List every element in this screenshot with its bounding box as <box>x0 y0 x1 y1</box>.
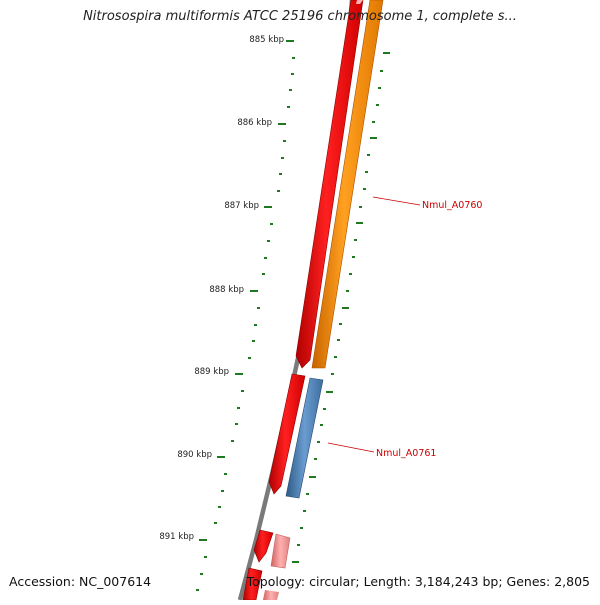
leader-line-b <box>327 442 375 453</box>
tick-label-886: 886 kbp <box>237 118 272 128</box>
leader-line-a <box>372 196 421 206</box>
cds-orange-long[interactable] <box>311 0 384 369</box>
topology-text: Topology: circular; Length: 3,184,243 bp… <box>246 574 590 589</box>
tick-label-887: 887 kbp <box>224 201 259 211</box>
tick-label-885: 885 kbp <box>249 35 284 45</box>
map-title: Nitrosospira multiformis ATCC 25196 chro… <box>83 9 517 24</box>
gene-label-a[interactable]: Nmul_A0760 <box>422 200 482 211</box>
cds-pink-small[interactable] <box>270 533 291 569</box>
cds-red-small[interactable] <box>253 529 274 563</box>
cds-pink-bottom[interactable] <box>263 590 279 600</box>
cds-pink-top[interactable] <box>356 0 363 4</box>
tick-label-889: 889 kbp <box>194 367 229 377</box>
gene-label-b[interactable]: Nmul_A0761 <box>376 448 436 459</box>
tick-label-888: 888 kbp <box>209 285 244 295</box>
accession-text: Accession: NC_007614 <box>9 574 152 589</box>
inner-ruler-dots <box>196 40 295 591</box>
cds-blue[interactable] <box>285 377 324 499</box>
tick-label-890: 890 kbp <box>177 450 212 460</box>
cds-red-second[interactable] <box>268 373 306 495</box>
outer-ruler-dots <box>292 2 390 563</box>
cds-red-long[interactable] <box>295 0 364 369</box>
ruler-labels: 885 kbp 886 kbp 887 kbp 888 kbp 889 kbp … <box>159 35 284 542</box>
tick-label-891: 891 kbp <box>159 532 194 542</box>
